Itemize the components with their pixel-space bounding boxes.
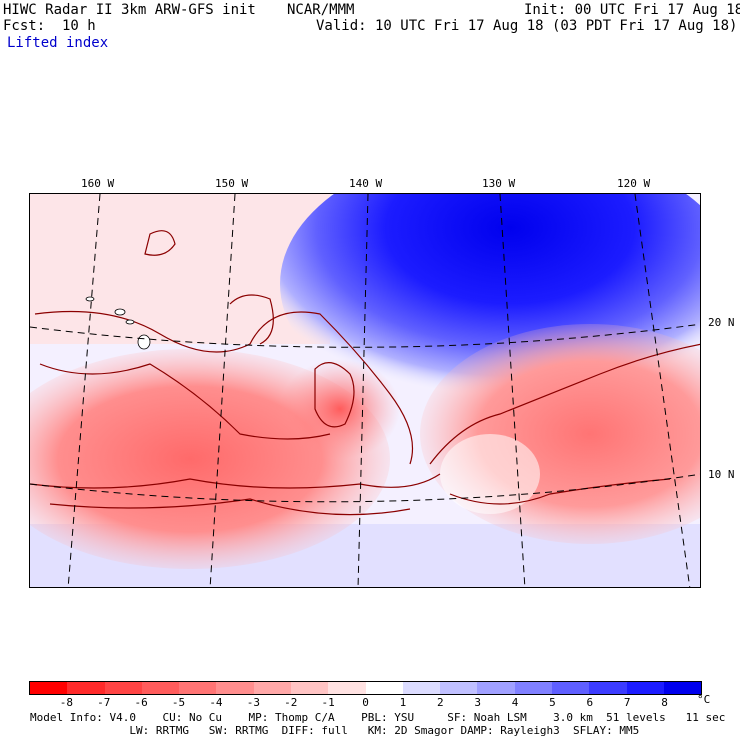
colorbar-segment: [589, 682, 627, 694]
colorbar-segment: [216, 682, 254, 694]
colorbar-tick-label: 1: [399, 696, 407, 709]
colorbar-segment: [477, 682, 515, 694]
colorbar: [29, 681, 702, 695]
colorbar-tick-label: 8: [661, 696, 668, 709]
lon-label-120w: 120 W: [617, 177, 651, 190]
model-title: HIWC Radar II 3km ARW-GFS init: [3, 2, 256, 18]
colorbar-tick-label: -2: [284, 696, 298, 709]
colorbar-tick-label: 3: [474, 696, 481, 709]
model-info-line2: LW: RRTMG SW: RRTMG DIFF: full KM: 2D Sm…: [30, 724, 640, 737]
colorbar-segment: [179, 682, 217, 694]
colorbar-segment: [365, 682, 403, 694]
colorbar-tick-label: -4: [209, 696, 223, 709]
forecast-hour: Fcst: 10 h: [3, 18, 96, 34]
colorbar-tick-label: 2: [436, 696, 444, 709]
lon-label-140w: 140 W: [349, 177, 383, 190]
lon-label-150w: 150 W: [215, 177, 249, 190]
map-canvas: [30, 194, 700, 587]
init-time: Init: 00 UTC Fri 17 Aug 18: [524, 2, 740, 18]
colorbar-segment: [141, 682, 180, 694]
colorbar-segment: [104, 682, 142, 694]
lat-label-20n: 20 N: [708, 316, 735, 329]
colorbar-tick-label: 4: [511, 696, 519, 709]
hawaiian-islands: [85, 296, 151, 350]
valid-time: Valid: 10 UTC Fri 17 Aug 18 (03 PDT Fri …: [316, 18, 738, 34]
colorbar-segment: [253, 682, 291, 694]
lon-label-130w: 130 W: [482, 177, 516, 190]
model-info-line1: Model Info: V4.0 CU: No Cu MP: Thomp C/A…: [30, 711, 726, 724]
colorbar-unit: °C: [697, 693, 711, 706]
storm-center: [440, 434, 540, 514]
graticule-lines: [30, 194, 700, 587]
colorbar-segment: [551, 682, 590, 694]
colorbar-segment: [328, 682, 366, 694]
colorbar-tick-label: -1: [321, 696, 335, 709]
unstable-core-central: [280, 359, 400, 459]
lon-label-160w: 160 W: [81, 177, 115, 190]
colorbar-tick-label: -3: [246, 696, 260, 709]
colorbar-tick-label: -6: [134, 696, 148, 709]
colorbar-tick-label: 5: [549, 696, 556, 709]
lat-label-10n: 10 N: [708, 468, 735, 481]
field-name: Lifted index: [7, 35, 109, 51]
instability-contours: [30, 230, 700, 516]
colorbar-tick-label: 6: [586, 696, 594, 709]
colorbar-segment: [440, 682, 478, 694]
colorbar-segment: [67, 682, 105, 694]
colorbar-segment: [30, 682, 68, 694]
colorbar-tick-label: 0: [362, 696, 369, 709]
colorbar-tick-label: -8: [59, 696, 73, 709]
colorbar-segment: [626, 682, 664, 694]
colorbar-tick-label: 7: [623, 696, 631, 709]
colorbar-segment: [290, 682, 329, 694]
colorbar-segment: [663, 682, 702, 694]
colorbar-segment: [514, 682, 552, 694]
lifted-index-map: [29, 193, 701, 588]
colorbar-tick-label: -5: [171, 696, 186, 709]
colorbar-segment: [402, 682, 441, 694]
colorbar-tick-label: -7: [97, 696, 111, 709]
organization-label: NCAR/MMM: [287, 2, 355, 18]
